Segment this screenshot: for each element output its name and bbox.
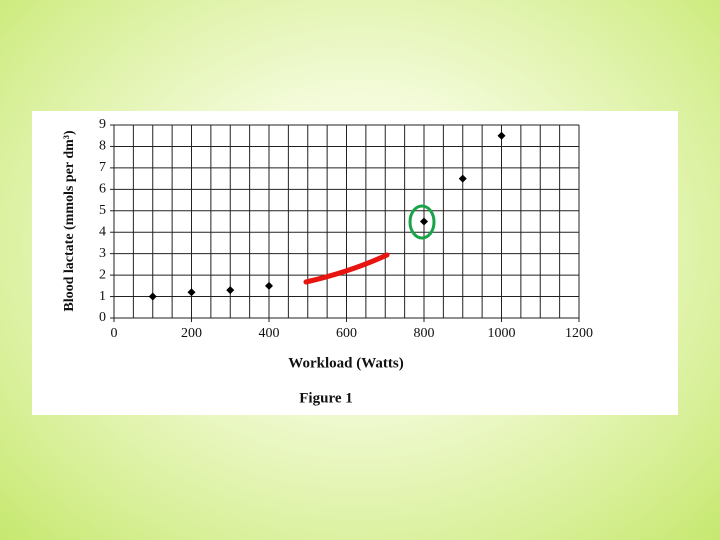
y-tick-label: 7	[99, 160, 106, 175]
y-tick-label: 0	[99, 310, 106, 325]
point	[148, 292, 157, 301]
figure-caption: Figure 1	[299, 390, 352, 406]
point	[187, 288, 196, 297]
y-tick-label: 5	[99, 203, 106, 218]
x-tick-label: 0	[111, 326, 118, 341]
x-axis-label: Workload (Watts)	[288, 355, 403, 371]
red-annotation-stroke	[303, 252, 390, 285]
y-tick-label: 1	[99, 289, 106, 304]
x-tick-label: 200	[181, 326, 202, 341]
y-tick-label: 8	[99, 139, 106, 154]
chart-panel	[32, 111, 678, 415]
point	[497, 131, 506, 140]
point	[265, 281, 273, 290]
x-tick-label: 400	[259, 326, 280, 341]
y-tick-label: 4	[99, 224, 106, 239]
x-tick-label: 1000	[488, 326, 516, 341]
y-tick-label: 2	[99, 267, 106, 282]
y-axis-label: Blood lactate (mmols per dm³)	[62, 130, 77, 312]
point	[226, 286, 235, 295]
y-tick-label: 3	[99, 246, 106, 261]
point	[420, 217, 428, 226]
x-tick-label: 600	[336, 326, 357, 341]
marks	[148, 131, 506, 301]
grid: 0 1 2 3 4 5 6 7 8 9 0 200 400 600 800 1000 1200	[99, 117, 593, 341]
x-tick-label: 1200	[565, 326, 593, 341]
x-tick-label: 800	[414, 326, 435, 341]
y-tick-label: 9	[99, 117, 106, 132]
point	[458, 174, 467, 183]
y-tick-label: 6	[99, 182, 106, 197]
green-annotation-circle	[408, 204, 436, 240]
